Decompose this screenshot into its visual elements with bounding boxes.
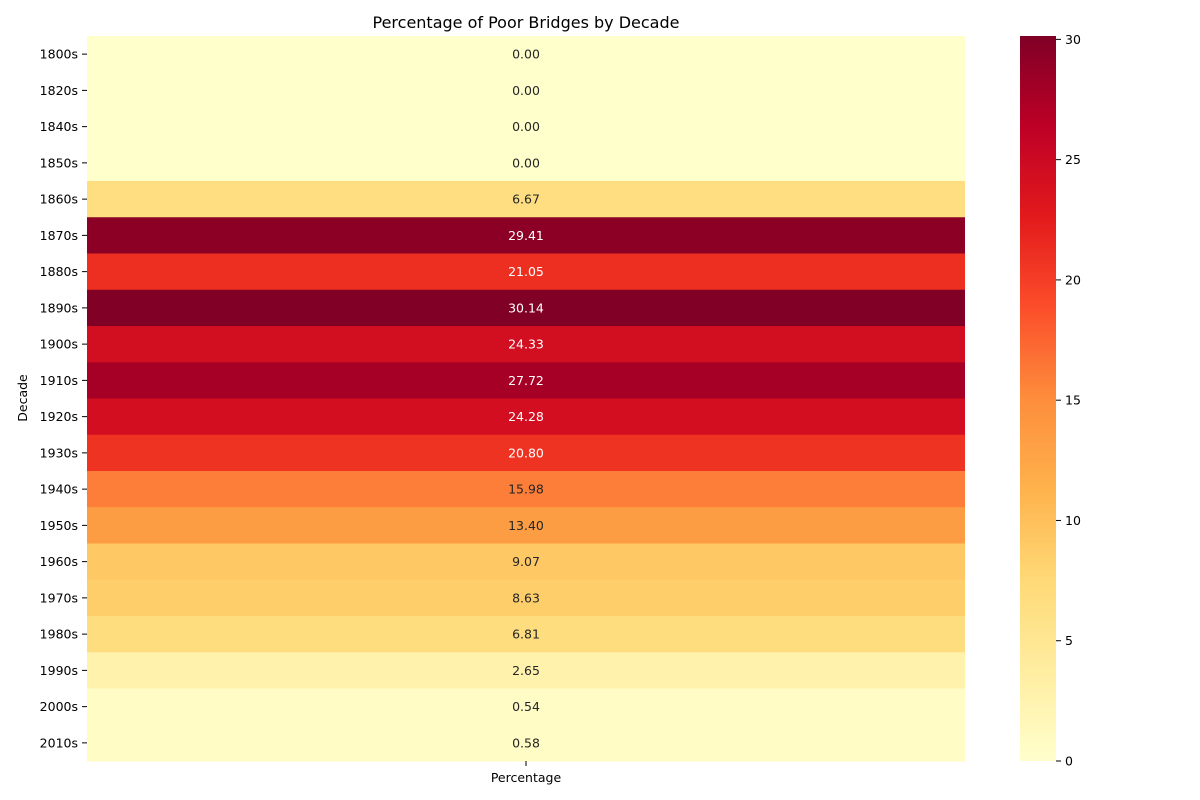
cell-value-label: 21.05 [508, 264, 544, 279]
heatmap-cell-1820s [87, 72, 965, 109]
y-tick-label: 2000s [40, 699, 78, 714]
heatmap-cells: 0.00 0.00 0.00 0.00 6.67 29.41 21.05 30.14 24.33… [87, 36, 965, 762]
heatmap-cell-1800s [87, 36, 965, 73]
colorbar-tick-label: 0 [1065, 754, 1073, 769]
heatmap-cell-1910s [87, 362, 965, 399]
colorbar-tick-label: 30 [1065, 32, 1081, 47]
colorbar-tick-label: 25 [1065, 152, 1081, 167]
cell-value-label: 0.00 [512, 119, 540, 134]
heatmap-cell-1900s [87, 326, 965, 363]
heatmap-cell-1840s [87, 108, 965, 146]
cell-value-label: 0.54 [512, 699, 540, 714]
cell-value-label: 6.67 [512, 192, 540, 207]
heatmap-cell-1880s [87, 253, 965, 291]
cell-value-label: 0.00 [512, 83, 540, 98]
y-tick-label: 2010s [40, 735, 78, 750]
y-tick-label: 1840s [40, 119, 78, 134]
cell-value-label: 0.00 [512, 155, 540, 170]
y-tick-label: 1950s [40, 518, 78, 533]
y-tick-label: 1970s [40, 590, 78, 605]
heatmap-cell-1940s [87, 471, 965, 508]
y-tick-label: 1930s [40, 445, 78, 460]
heatmap-cell-1920s [87, 398, 965, 436]
cell-value-label: 29.41 [508, 228, 544, 243]
cell-value-label: 9.07 [512, 554, 540, 569]
heatmap-cell-1930s [87, 434, 965, 472]
cell-value-label: 13.40 [508, 518, 544, 533]
y-tick-label: 1910s [40, 373, 78, 388]
heatmap-cell-1870s [87, 217, 965, 254]
colorbar-tick-label: 5 [1065, 633, 1073, 648]
y-tick-label: 1820s [40, 83, 78, 98]
y-tick-label: 1940s [40, 482, 78, 497]
cell-value-label: 0.00 [512, 47, 540, 62]
heatmap-cell-2000s [87, 688, 965, 726]
heatmap-cell-1950s [87, 507, 965, 544]
heatmap-cell-1980s [87, 616, 965, 653]
x-tick-label: Percentage [491, 770, 562, 785]
y-tick-label: 1880s [40, 264, 78, 279]
heatmap-cell-2010s [87, 724, 965, 762]
cell-value-label: 20.80 [508, 445, 544, 460]
cell-value-label: 15.98 [508, 482, 544, 497]
y-tick-label: 1850s [40, 155, 78, 170]
y-tick-label: 1860s [40, 192, 78, 207]
cell-value-label: 6.81 [512, 627, 540, 642]
cell-value-label: 24.33 [508, 337, 544, 352]
heatmap-cell-1990s [87, 652, 965, 689]
y-tick-label: 1980s [40, 627, 78, 642]
colorbar-tick-label: 10 [1065, 513, 1081, 528]
colorbar-tick-label: 15 [1065, 393, 1081, 408]
heatmap-cell-1860s [87, 181, 965, 218]
y-axis-label: Decade [15, 374, 30, 422]
colorbar [1020, 36, 1056, 761]
y-tick-marks [82, 53, 87, 744]
colorbar-tick-label: 20 [1065, 272, 1081, 287]
y-tick-label: 1890s [40, 300, 78, 315]
x-axis: Percentage [491, 761, 562, 785]
heatmap-cell-1890s [87, 289, 965, 327]
heatmap-cell-1960s [87, 543, 965, 581]
y-tick-labels: 1800s 1820s 1840s 1850s 1860s 1870s 1880s 1890s… [40, 47, 78, 751]
y-tick-label: 1800s [40, 47, 78, 62]
colorbar-ticks: 0 5 10 15 20 25 30 [1056, 32, 1081, 769]
y-tick-label: 1900s [40, 337, 78, 352]
y-tick-label: 1870s [40, 228, 78, 243]
cell-value-label: 0.58 [512, 735, 540, 750]
y-tick-label: 1920s [40, 409, 78, 424]
cell-value-label: 2.65 [512, 663, 540, 678]
chart-title: Percentage of Poor Bridges by Decade [373, 13, 680, 32]
cell-value-label: 24.28 [508, 409, 544, 424]
cell-value-label: 27.72 [508, 373, 544, 388]
cell-value-label: 30.14 [508, 300, 544, 315]
y-tick-label: 1990s [40, 663, 78, 678]
cell-value-label: 8.63 [512, 590, 540, 605]
heatmap-cell-1970s [87, 579, 965, 617]
heatmap-cell-1850s [87, 144, 965, 182]
y-tick-label: 1960s [40, 554, 78, 569]
